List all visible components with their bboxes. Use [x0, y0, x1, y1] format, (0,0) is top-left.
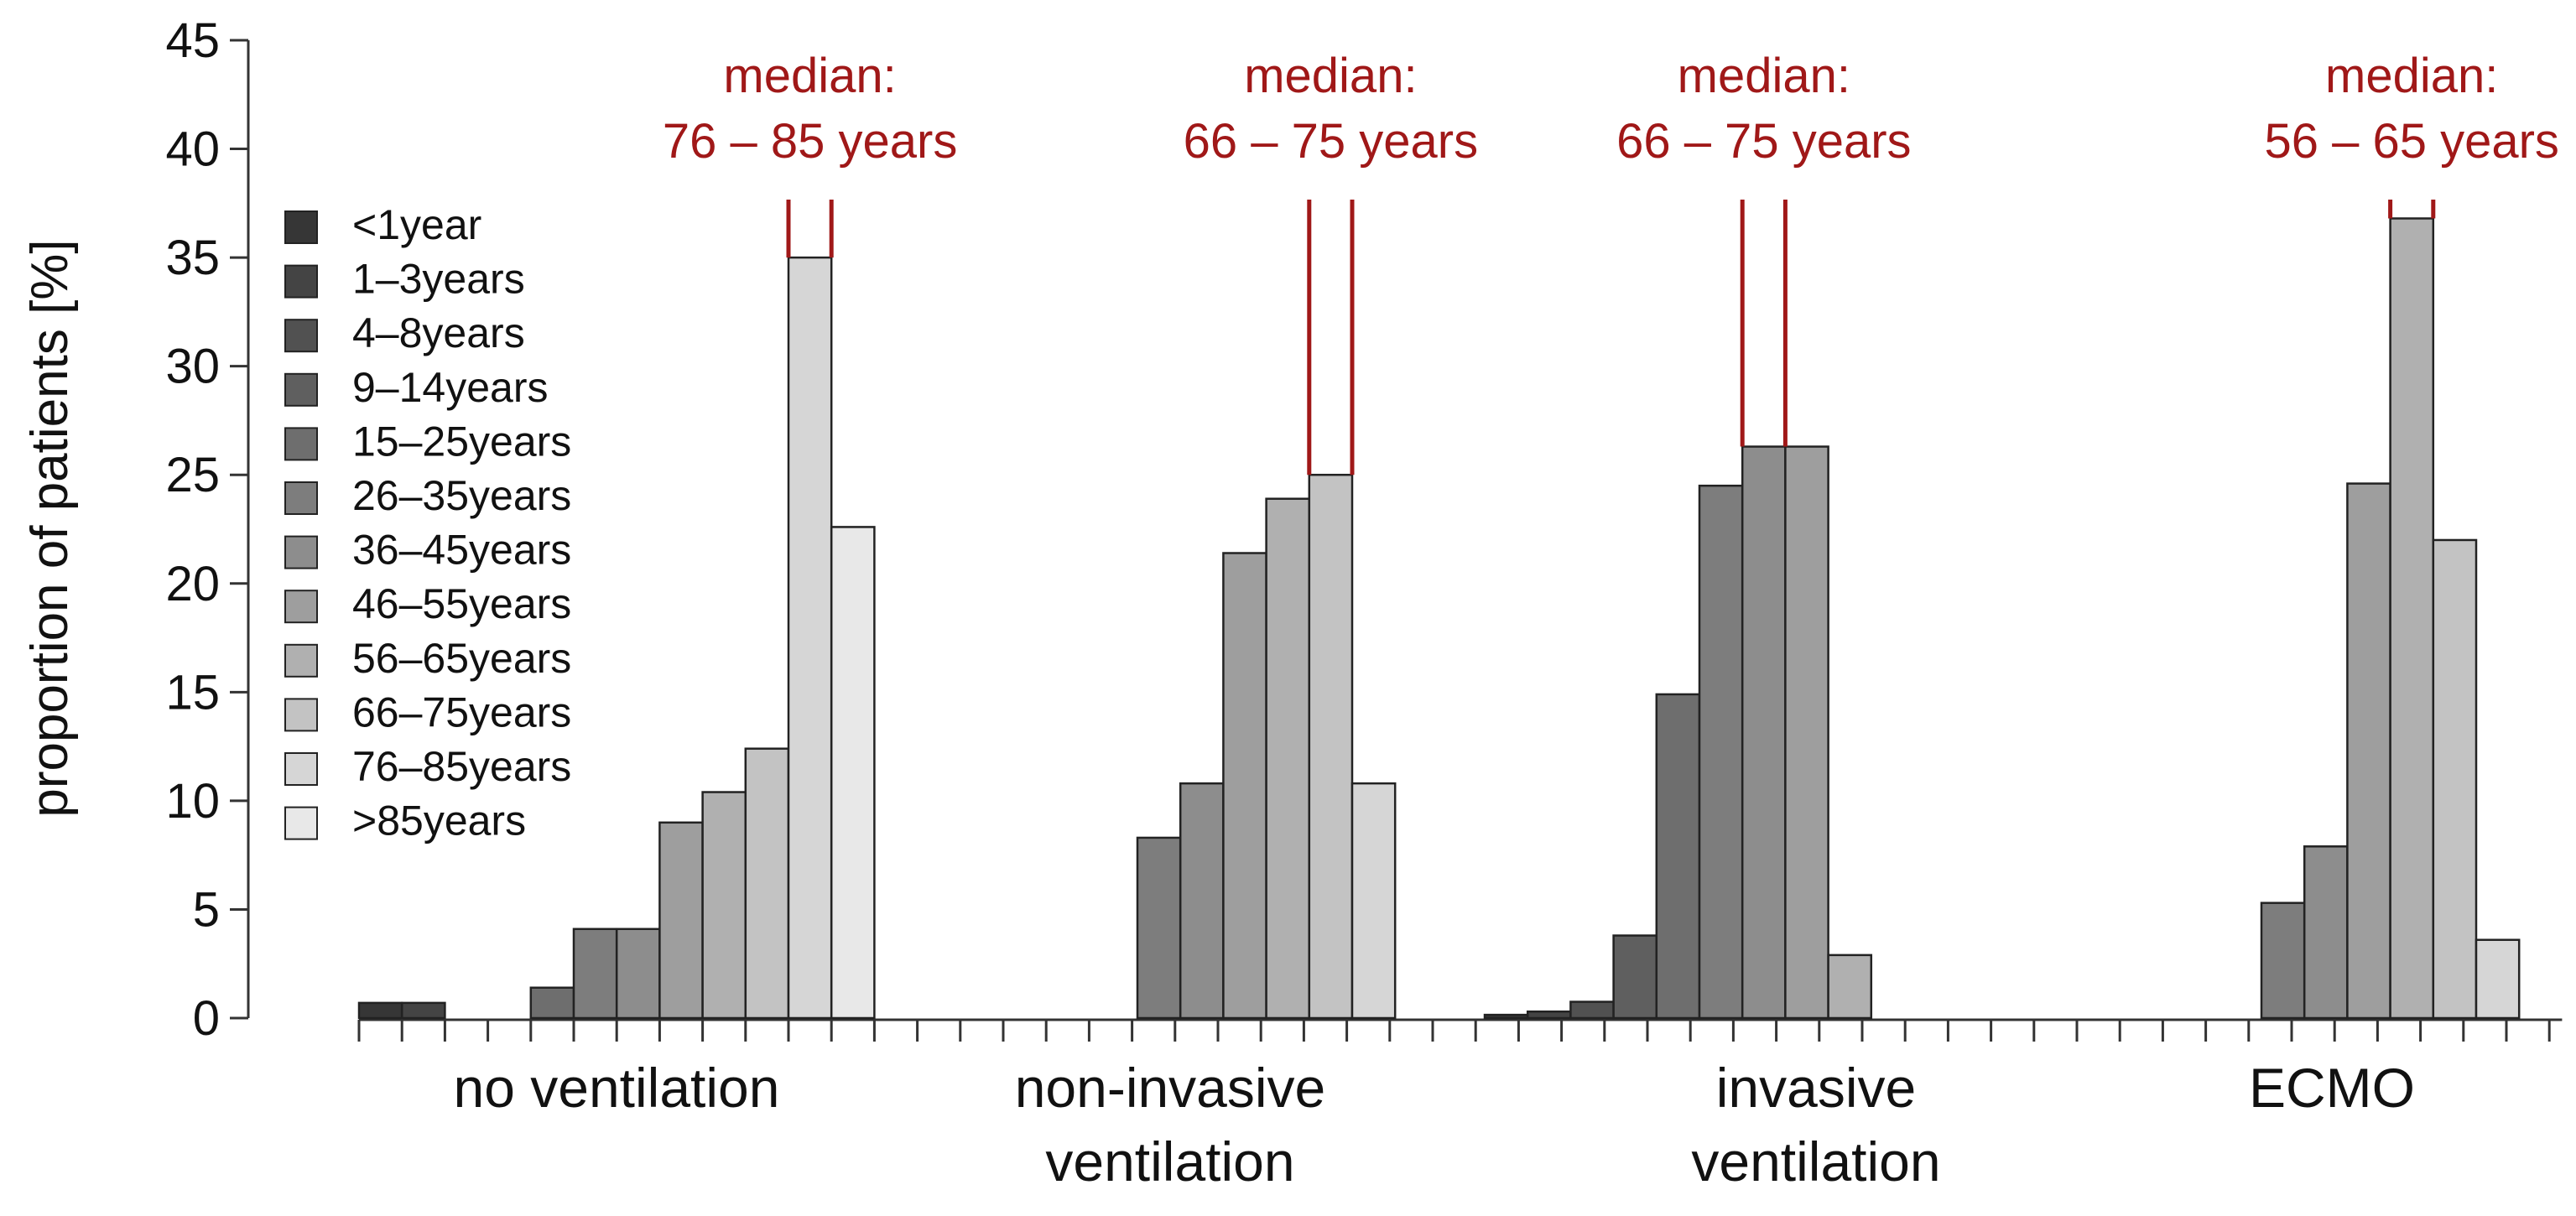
bar	[1569, 1000, 1615, 1020]
legend-label: 46–55years	[352, 580, 571, 627]
legend-swatch	[284, 590, 318, 624]
bar	[1526, 1010, 1572, 1020]
group-label: ECMO	[2249, 1057, 2415, 1119]
bar	[1655, 693, 1701, 1020]
legend-swatch	[284, 319, 318, 353]
median-label: median:	[723, 49, 896, 103]
legend-label: >85years	[352, 798, 526, 844]
y-tick-label: 45	[165, 13, 220, 68]
median-markers: median: 76 – 85 years median: 66 – 75 years…	[663, 49, 2559, 475]
bar-group-invasive-ventilation	[1483, 445, 1873, 1020]
bar	[1265, 497, 1311, 1020]
legend-label: 66–75years	[352, 689, 571, 735]
bars	[357, 217, 2521, 1020]
bar	[1136, 836, 1182, 1020]
bar	[615, 928, 661, 1020]
bar-group-ECMO	[2260, 217, 2521, 1020]
y-tick-label: 10	[165, 774, 220, 829]
median-label: median:	[1678, 49, 1850, 103]
median-label: 76 – 85 years	[663, 114, 957, 169]
legend-swatch	[284, 427, 318, 461]
x-axis	[357, 1018, 2563, 1042]
bar	[1784, 445, 1829, 1020]
bar	[2475, 938, 2521, 1020]
median-label: 66 – 75 years	[1616, 114, 1911, 169]
bar-group-no-ventilation	[357, 256, 876, 1020]
bar	[1827, 954, 1873, 1020]
median-label: median:	[2325, 49, 2498, 103]
y-tick-label: 0	[193, 991, 220, 1046]
legend-swatch	[284, 264, 318, 299]
y-tick-label: 25	[165, 448, 220, 502]
y-tick-label: 40	[165, 122, 220, 177]
bar	[1698, 484, 1744, 1020]
group-label: invasive	[1716, 1057, 1916, 1119]
bar	[1350, 782, 1397, 1020]
legend-swatch	[284, 372, 318, 407]
legend-label: 56–65years	[352, 635, 571, 682]
bar	[744, 747, 790, 1020]
legend-swatch	[284, 698, 318, 732]
legend-swatch	[284, 752, 318, 786]
legend-label: 76–85years	[352, 743, 571, 790]
y-tick-label: 5	[193, 882, 220, 937]
bar	[2260, 902, 2306, 1020]
bar-group-non-invasive-ventilation	[1136, 473, 1397, 1020]
group-label: non-invasive	[1015, 1057, 1326, 1119]
bar	[400, 1001, 446, 1020]
bar	[1179, 782, 1225, 1020]
bar	[830, 526, 876, 1020]
bar	[529, 986, 575, 1020]
legend-swatch	[284, 210, 318, 244]
median-label: median:	[1244, 49, 1417, 103]
legend-swatch	[284, 535, 318, 569]
bar	[1308, 473, 1354, 1020]
legend-swatch	[284, 481, 318, 515]
group-label: ventilation	[1691, 1130, 1940, 1193]
bar	[787, 256, 833, 1020]
group-label: no ventilation	[454, 1057, 780, 1119]
y-axis: 0 5 10 15 20 25 30 35 40 45	[165, 13, 250, 1046]
y-tick-label: 15	[165, 665, 220, 720]
y-tick-label: 20	[165, 557, 220, 611]
bar	[2346, 482, 2391, 1020]
y-tick-label: 35	[165, 231, 220, 285]
bar	[1483, 1013, 1529, 1020]
bar	[658, 821, 704, 1020]
y-tick-label: 30	[165, 340, 220, 394]
legend-label: 4–8years	[352, 309, 525, 356]
bar	[1741, 445, 1787, 1020]
legend-label: 9–14years	[352, 364, 549, 411]
bar	[1222, 552, 1267, 1020]
legend-label: 1–3years	[352, 256, 525, 303]
bar	[1612, 934, 1658, 1020]
bar	[572, 928, 618, 1020]
median-label: 56 – 65 years	[2264, 114, 2558, 169]
bar	[701, 791, 747, 1020]
bar	[2389, 217, 2435, 1020]
legend-label: 36–45years	[352, 527, 571, 574]
legend-label: <1year	[352, 201, 481, 248]
group-labels: no ventilation non-invasive ventilation inv…	[454, 1057, 2415, 1193]
bar	[2432, 538, 2478, 1020]
legend-swatch	[284, 643, 318, 678]
legend-swatch	[284, 806, 318, 840]
bar	[2303, 845, 2349, 1020]
group-label: ventilation	[1045, 1130, 1294, 1193]
median-label: 66 – 75 years	[1184, 114, 1478, 169]
y-axis-label: proportion of patients [%]	[21, 239, 79, 817]
legend-label: 15–25years	[352, 418, 571, 465]
bar	[357, 1001, 403, 1020]
legend: <1year 1–3years 4–8years 9–14years 15–25year…	[284, 201, 571, 844]
legend-label: 26–35years	[352, 472, 571, 519]
